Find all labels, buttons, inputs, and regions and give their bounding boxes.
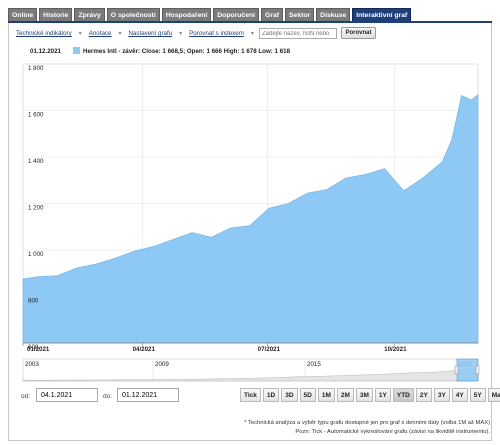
navigator-year-label: 2015 <box>307 361 321 368</box>
tab-doporuceni[interactable]: Doporučení <box>213 8 260 22</box>
range-button-3m[interactable]: 3M <box>355 388 373 402</box>
range-button-max[interactable]: Max <box>487 388 500 402</box>
range-button-5y[interactable]: 5Y <box>469 388 486 402</box>
tab-underline <box>8 21 492 23</box>
range-button-tick[interactable]: Tick <box>240 388 261 402</box>
annotations-link[interactable]: Anotace <box>88 30 112 37</box>
tab-zpravy[interactable]: Zprávy <box>74 8 105 22</box>
toolbar-separator: ▾ <box>250 31 254 37</box>
range-button-5d[interactable]: 5D <box>299 388 316 402</box>
range-button-3d[interactable]: 3D <box>281 388 298 402</box>
compare-button[interactable]: Porovnat <box>341 27 376 39</box>
to-date-input[interactable] <box>117 388 179 402</box>
range-button-2y[interactable]: 2Y <box>415 388 432 402</box>
legend-swatch <box>73 47 80 54</box>
note-technical: * Technická analýza a výběr typu grafu d… <box>244 420 490 426</box>
tab-interaktivni-graf[interactable]: Interaktivní graf <box>352 8 412 22</box>
x-tick-label: 07/2021 <box>258 346 281 353</box>
chart-settings-link[interactable]: Nastavení grafu <box>128 30 173 37</box>
tab-diskuse[interactable]: Diskuse <box>316 8 351 22</box>
y-tick-label: 1 400 <box>28 158 44 165</box>
chart-panel <box>8 23 492 441</box>
range-button-2m[interactable]: 2M <box>336 388 354 402</box>
y-tick-label: 800 <box>28 298 39 305</box>
to-label: do: <box>103 393 113 400</box>
legend-text: Hermes Intl - závěr: Close: 1 668,5; Ope… <box>83 48 291 55</box>
tab-sektor[interactable]: Sektor <box>285 8 315 22</box>
range-button-3y[interactable]: 3Y <box>433 388 450 402</box>
y-tick-label: 600 <box>28 344 39 351</box>
navigator-handle-left[interactable] <box>454 365 459 375</box>
navigator-selection <box>456 358 479 382</box>
tab-online[interactable]: Online <box>8 8 38 22</box>
from-date-input[interactable] <box>36 388 98 402</box>
tab-historie[interactable]: Historie <box>39 8 73 22</box>
y-axis-ticks: 600 800 1 000 1 200 1 400 1 600 1 800 <box>28 65 44 351</box>
navigator-handle-right[interactable] <box>475 365 480 375</box>
chart-toolbar: Technické indikátory ▾ Anotace ▾ Nastave… <box>16 28 254 39</box>
legend-date: 01.12.2021 <box>30 48 61 55</box>
y-tick-label: 1 600 <box>28 112 44 119</box>
toolbar-separator: ▾ <box>179 31 183 37</box>
range-button-1y[interactable]: 1Y <box>374 388 391 402</box>
range-button-1d[interactable]: 1D <box>262 388 280 402</box>
isin-search-input[interactable] <box>259 28 337 39</box>
navigator-year-label: 2009 <box>155 361 169 368</box>
x-axis-ticks: 01/2021 04/2021 07/2021 10/2021 <box>22 342 478 353</box>
tab-graf[interactable]: Graf <box>261 8 284 22</box>
note-tick: Pozn: Tick - Automatické vykreslování gr… <box>295 429 490 435</box>
navigator: 2003200920152021 <box>22 358 480 382</box>
toolbar-separator: ▾ <box>78 31 82 37</box>
y-tick-label: 1 000 <box>28 251 44 258</box>
toolbar-separator: ▾ <box>118 31 122 37</box>
tab-o-spolecnosti[interactable]: O společnosti <box>106 8 160 22</box>
range-button-1m[interactable]: 1M <box>317 388 335 402</box>
tab-hospodareni[interactable]: Hospodaření <box>161 8 212 22</box>
range-button-ytd[interactable]: YTD <box>392 388 414 402</box>
tech-indicators-link[interactable]: Technické indikátory <box>16 30 72 37</box>
x-tick-label: 10/2021 <box>384 346 407 353</box>
tab-bar: Online Historie Zprávy O společnosti Hos… <box>8 8 492 22</box>
navigator-year-label: 2003 <box>25 361 39 368</box>
compare-index-link[interactable]: Porovnat s indexem <box>189 30 244 37</box>
range-buttons: Tick1D3D5D1M2M3M1YYTD2Y3Y4Y5YMax <box>240 388 500 402</box>
x-tick-label: 04/2021 <box>133 346 156 353</box>
y-tick-label: 1 800 <box>28 65 44 72</box>
from-label: od: <box>21 393 31 400</box>
navigator-history-series <box>22 367 479 382</box>
y-tick-label: 1 200 <box>28 205 44 212</box>
range-button-4y[interactable]: 4Y <box>451 388 468 402</box>
x-tick-label: 01/2021 <box>27 346 50 353</box>
price-area-series <box>22 93 479 344</box>
